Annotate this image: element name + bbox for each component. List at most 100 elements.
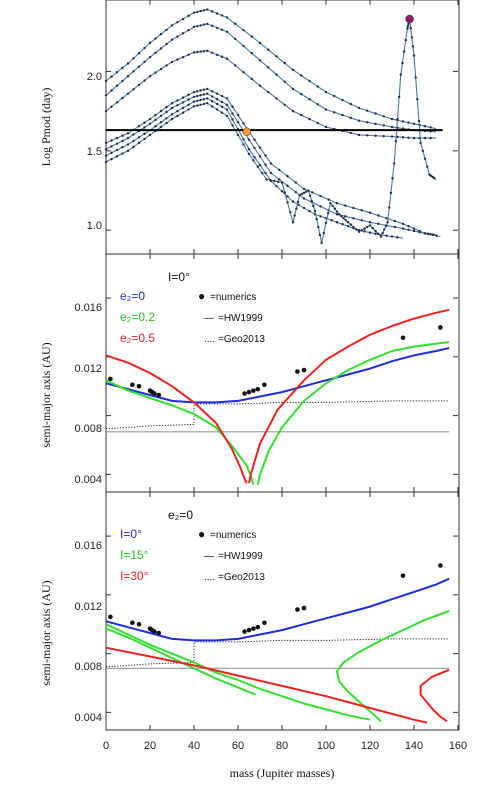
top-series-point bbox=[349, 102, 352, 106]
top-series-point bbox=[242, 122, 245, 125]
top-series-point bbox=[192, 51, 196, 54]
top-series-point bbox=[104, 94, 108, 97]
mid-numerics-point bbox=[255, 386, 261, 392]
top-series-point bbox=[165, 42, 168, 46]
top-series-point bbox=[159, 121, 163, 124]
top-series-point bbox=[148, 41, 152, 45]
top-series-point bbox=[327, 211, 330, 215]
top-series-point bbox=[104, 141, 108, 145]
top-series-point bbox=[283, 191, 286, 194]
top-series-point bbox=[264, 154, 267, 157]
top-series-point bbox=[366, 121, 369, 124]
top-series-point bbox=[368, 211, 372, 214]
top-series-point bbox=[319, 194, 322, 198]
top-series-point bbox=[181, 111, 185, 114]
middle-panel bbox=[105, 254, 459, 492]
xtick-label: 100 bbox=[317, 740, 335, 752]
top-series-point bbox=[382, 115, 385, 118]
top-series-point bbox=[308, 79, 311, 83]
top-series-point bbox=[294, 181, 297, 184]
top-series-point bbox=[283, 61, 286, 65]
top-series-point bbox=[335, 202, 339, 205]
top-series-point bbox=[411, 45, 415, 48]
top-series-point bbox=[319, 215, 322, 218]
top-series-point bbox=[402, 50, 406, 53]
top-series-point bbox=[407, 225, 410, 228]
bot-series-line bbox=[105, 646, 428, 724]
mid-numerics-point bbox=[438, 325, 443, 330]
bot-numerics-point bbox=[438, 563, 443, 568]
top-series-point bbox=[121, 134, 124, 137]
top-series-point bbox=[115, 71, 119, 74]
top-series-point bbox=[154, 113, 157, 117]
top-series-point bbox=[196, 104, 199, 107]
top-series-point bbox=[104, 148, 108, 151]
top-series-point bbox=[412, 54, 416, 57]
top-series-point bbox=[276, 180, 280, 183]
top-series-point bbox=[374, 229, 377, 233]
top-series-point bbox=[121, 96, 124, 100]
top-series-point bbox=[433, 176, 436, 180]
top-series-point bbox=[316, 103, 319, 106]
top-series-point bbox=[143, 132, 146, 135]
top-series-point bbox=[344, 219, 347, 222]
bot-legend-ref-label: =Geo2013 bbox=[218, 572, 265, 583]
mid-series-line bbox=[105, 347, 450, 404]
top-series-point bbox=[393, 162, 396, 165]
mid-series-line bbox=[105, 379, 255, 485]
top-series-point bbox=[137, 83, 141, 87]
top-series-point bbox=[148, 133, 152, 137]
top-series-point bbox=[192, 105, 196, 108]
top-series-point bbox=[390, 117, 394, 121]
middle-panel-frame bbox=[105, 253, 460, 493]
top-series-point bbox=[298, 194, 301, 197]
top-series-point bbox=[247, 152, 251, 156]
xtick-label: 0 bbox=[103, 740, 109, 752]
top-series-point bbox=[327, 198, 330, 201]
top-series-point bbox=[291, 87, 295, 91]
top-series-point bbox=[366, 109, 369, 112]
top-series-point bbox=[264, 163, 267, 166]
top-series-point bbox=[341, 113, 344, 117]
top-series-point bbox=[137, 141, 141, 145]
top-series-point bbox=[324, 221, 328, 225]
top-series-point bbox=[341, 223, 344, 226]
top-series-point bbox=[176, 109, 179, 113]
top-series-point bbox=[165, 105, 168, 109]
top-series-point bbox=[412, 227, 416, 230]
top-series-point bbox=[429, 136, 432, 140]
top-series-point bbox=[352, 217, 355, 220]
mid-series-line bbox=[105, 354, 248, 484]
top-series-point bbox=[417, 119, 421, 123]
top-series-point bbox=[267, 66, 270, 69]
top-series-point bbox=[423, 136, 427, 140]
top-series-point bbox=[110, 145, 113, 148]
bot-ytick-label: 0.008 bbox=[74, 661, 102, 673]
mid-geo2013-line bbox=[105, 400, 450, 430]
top-series-point bbox=[316, 121, 319, 125]
top-series-point bbox=[206, 87, 209, 91]
top-series-point bbox=[275, 73, 278, 76]
top-series-point bbox=[202, 9, 206, 12]
bot-numerics-point bbox=[242, 629, 247, 634]
top-series-point bbox=[324, 125, 328, 129]
top-series-point bbox=[384, 224, 388, 228]
top-series-point bbox=[121, 146, 124, 149]
top-series-point bbox=[333, 207, 336, 210]
top-series-point bbox=[357, 133, 361, 137]
top-series-point bbox=[220, 105, 224, 108]
top-series-point bbox=[210, 95, 214, 98]
top-series-point bbox=[366, 225, 369, 229]
top-series-point bbox=[360, 209, 363, 212]
top-series-point bbox=[115, 155, 119, 158]
mid-legend-ref-symbol: ● bbox=[198, 289, 205, 303]
top-series-point bbox=[187, 93, 190, 97]
mid-legend-ref-label: =numerics bbox=[210, 292, 256, 303]
bot-geo2013-line bbox=[105, 638, 450, 668]
bot-series-line bbox=[105, 577, 450, 642]
top-series-point bbox=[176, 99, 179, 102]
top-series-point bbox=[335, 210, 339, 213]
top-series-point bbox=[231, 112, 234, 115]
top-series-point bbox=[302, 187, 306, 191]
top-series-point bbox=[215, 108, 219, 111]
